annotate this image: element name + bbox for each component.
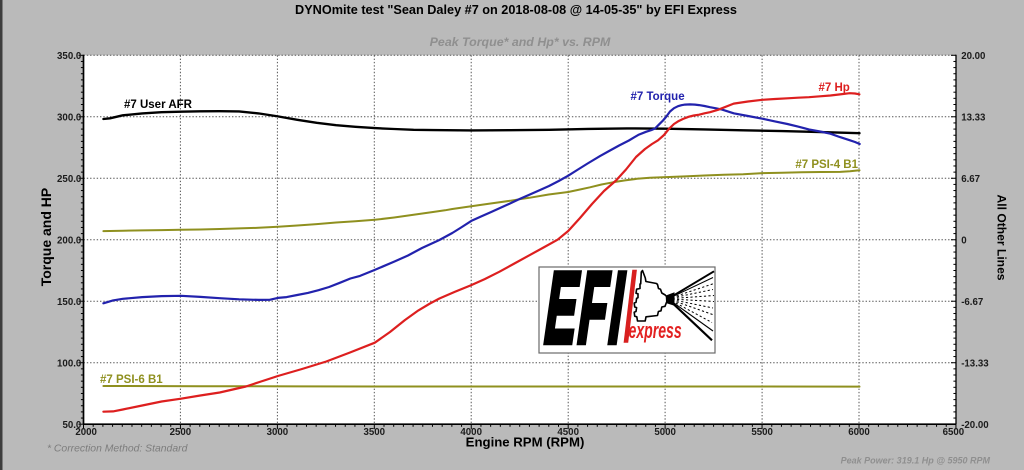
svg-text:50.0: 50.0 [62,420,81,431]
svg-text:3500: 3500 [364,427,386,438]
svg-text:3000: 3000 [267,427,289,438]
svg-text:All Other Lines: All Other Lines [995,194,1009,280]
svg-text:Engine RPM (RPM): Engine RPM (RPM) [466,435,585,450]
svg-text:4000: 4000 [460,427,482,438]
svg-text:Torque and HP: Torque and HP [38,188,54,287]
svg-text:350.0: 350.0 [57,51,81,62]
svg-text:#7 Hp: #7 Hp [819,82,850,94]
svg-text:-13.33: -13.33 [961,358,989,369]
svg-text:6000: 6000 [848,427,870,438]
svg-text:2000: 2000 [75,427,97,438]
svg-text:* Correction Method: Standard: * Correction Method: Standard [47,444,189,455]
svg-text:#7 User AFR: #7 User AFR [124,99,193,111]
svg-text:-20.00: -20.00 [961,420,988,431]
svg-text:6.67: 6.67 [961,174,980,185]
svg-text:#7 PSI-6 B1: #7 PSI-6 B1 [100,374,163,386]
svg-text:Peak Power: 319.1 Hp @ 5950 RP: Peak Power: 319.1 Hp @ 5950 RPM [841,456,991,466]
svg-text:200.0: 200.0 [57,235,81,246]
svg-text:express: express [629,318,682,343]
svg-text:13.33: 13.33 [961,112,986,123]
svg-text:250.0: 250.0 [57,174,81,185]
svg-text:0: 0 [961,235,966,246]
svg-text:150.0: 150.0 [57,297,81,308]
svg-text:2500: 2500 [170,427,192,438]
svg-text:-6.67: -6.67 [961,297,983,308]
svg-text:DYNOmite test "Sean Daley #7 o: DYNOmite test "Sean Daley #7 on 2018-08-… [295,3,737,17]
svg-text:100.0: 100.0 [57,358,81,369]
svg-text:300.0: 300.0 [57,112,81,123]
svg-text:EFI: EFI [543,252,628,365]
svg-text:#7 PSI-4 B1: #7 PSI-4 B1 [795,159,858,171]
svg-text:5000: 5000 [654,427,676,438]
svg-text:5500: 5500 [751,427,773,438]
svg-text:Peak Torque* and Hp* vs. RPM: Peak Torque* and Hp* vs. RPM [430,35,611,49]
svg-text:20.00: 20.00 [961,51,985,62]
svg-text:#7 Torque: #7 Torque [631,91,685,103]
svg-text:4500: 4500 [557,427,579,438]
svg-text:6500: 6500 [943,427,965,438]
